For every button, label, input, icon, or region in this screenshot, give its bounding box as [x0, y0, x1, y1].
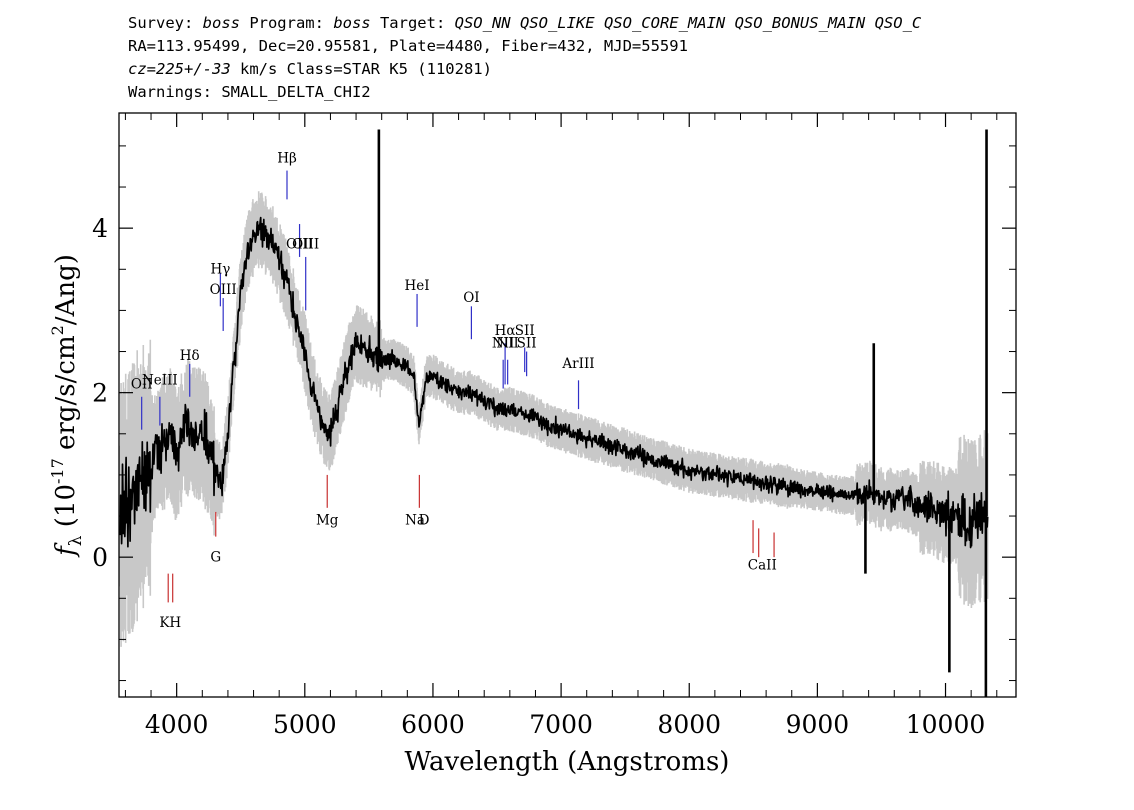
- x-tick-label: 5000: [273, 710, 337, 739]
- x-tick-label: 7000: [529, 710, 593, 739]
- plot-frame: [118, 112, 1017, 698]
- error-band-layer: [119, 191, 989, 647]
- class-text: km/s Class=STAR K5 (110281): [230, 60, 492, 78]
- spectrum-header: Survey: boss Program: boss Target: QSO_N…: [128, 12, 1134, 104]
- absorption-line-label: KH: [159, 615, 181, 631]
- spectrum-line: [119, 216, 989, 549]
- emission-line-label: Hδ: [180, 348, 200, 364]
- x-tick-label: 6000: [401, 710, 465, 739]
- absorption-line-label: Na: [405, 512, 425, 528]
- y-tick-label: 4: [92, 214, 108, 243]
- spectral-lines-layer: OIINeIIIHδHγOIIIHβOIIIOIIIHeIOINIIHαNIIS…: [131, 150, 777, 631]
- cz-value: =225+/-33: [146, 60, 231, 78]
- absorption-line-label: G: [210, 549, 221, 565]
- spectrum-layer: [119, 129, 989, 697]
- emission-line-label: NII: [496, 335, 518, 351]
- target-value: QSO_NN QSO_LIKE QSO_CORE_MAIN QSO_BONUS_…: [454, 14, 922, 32]
- emission-line-label: OII: [131, 377, 153, 393]
- header-line-warnings: Warnings: SMALL_DELTA_CHI2: [128, 83, 371, 101]
- program-value: boss: [333, 14, 371, 32]
- x-tick-label: 4000: [145, 710, 209, 739]
- target-label: Target:: [370, 14, 455, 32]
- emission-line-label: Hβ: [277, 150, 297, 166]
- emission-line-label: NeIII: [142, 372, 178, 388]
- x-tick-label: 8000: [657, 710, 721, 739]
- axis-ticks-layer: 4000 5000 6000 7000 8000 9000 10000 0 2 4: [92, 113, 1016, 739]
- emission-line-label: HeI: [405, 278, 430, 294]
- emission-line-label: NII: [492, 335, 514, 351]
- emission-line-label: OI: [463, 290, 479, 306]
- header-line-redshift: cz=225+/-33 km/s Class=STAR K5 (110281): [128, 58, 1134, 81]
- survey-value: boss: [202, 14, 240, 32]
- absorption-line-label: D: [419, 512, 430, 528]
- program-label: Program:: [239, 14, 334, 32]
- x-axis-title: Wavelength (Angstroms): [405, 747, 730, 777]
- absorption-line-label: Mg: [316, 512, 339, 528]
- emission-line-label: SII: [515, 323, 535, 339]
- emission-line-label: ArIII: [561, 356, 594, 372]
- absorption-line-label: CaII: [748, 558, 777, 574]
- emission-line-label: OIII: [210, 282, 237, 298]
- header-line-coordinates: RA=113.95499, Dec=20.95581, Plate=4480, …: [128, 37, 688, 55]
- survey-label: Survey:: [128, 14, 203, 32]
- emission-line-label: Hγ: [210, 261, 230, 277]
- emission-line-label: Hα: [495, 323, 516, 339]
- x-tick-label: 9000: [786, 710, 850, 739]
- error-band: [119, 191, 989, 647]
- y-tick-label: 2: [92, 379, 108, 408]
- emission-line-label: OIII: [286, 237, 313, 253]
- y-tick-label: 0: [92, 543, 108, 572]
- y-axis-title: fλ (10-17 erg/s/cm2/Ang): [48, 254, 86, 558]
- x-tick-label: 10000: [906, 710, 986, 739]
- header-line-survey: Survey: boss Program: boss Target: QSO_N…: [128, 12, 1134, 35]
- cz-label: cz: [128, 60, 147, 78]
- emission-line-label: SII: [517, 335, 537, 351]
- emission-line-label: OIII: [292, 237, 319, 253]
